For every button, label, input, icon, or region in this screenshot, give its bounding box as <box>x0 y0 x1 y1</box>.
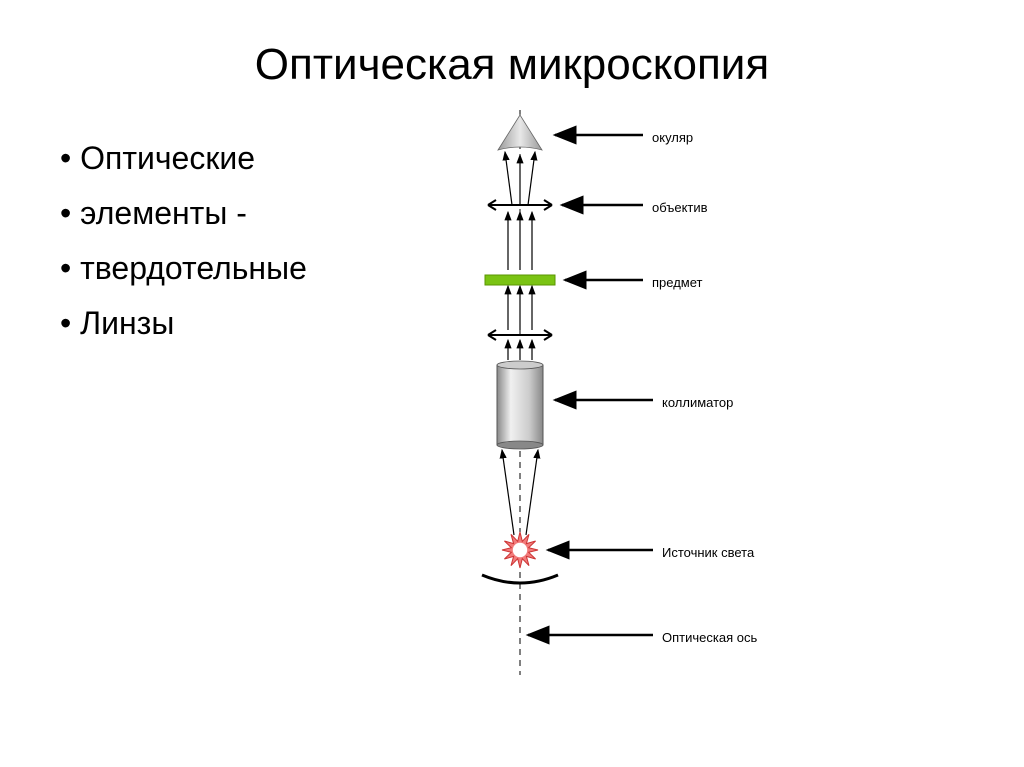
microscope-diagram: окуляр объектив предмет коллиматор Источник … <box>420 110 920 690</box>
sample-icon <box>485 275 555 285</box>
bullet-item: Линзы <box>60 305 307 342</box>
bullet-item: элементы - <box>60 195 307 232</box>
label-source: Источник света <box>662 545 754 560</box>
eyepiece-icon <box>498 115 542 150</box>
ray-line <box>528 152 535 205</box>
bullet-item: твердотельные <box>60 250 307 287</box>
ray-line <box>505 152 512 205</box>
bullet-list: Оптические элементы - твердотельные Линз… <box>60 140 307 360</box>
collimator-icon <box>497 365 543 445</box>
page-title: Оптическая микроскопия <box>0 40 1024 90</box>
ray-line <box>526 450 538 535</box>
label-sample: предмет <box>652 275 703 290</box>
bullet-item: Оптические <box>60 140 307 177</box>
label-collimator: коллиматор <box>662 395 733 410</box>
label-axis: Оптическая ось <box>662 630 757 645</box>
label-eyepiece: окуляр <box>652 130 693 145</box>
ray-line <box>502 450 514 535</box>
label-objective: объектив <box>652 200 708 215</box>
